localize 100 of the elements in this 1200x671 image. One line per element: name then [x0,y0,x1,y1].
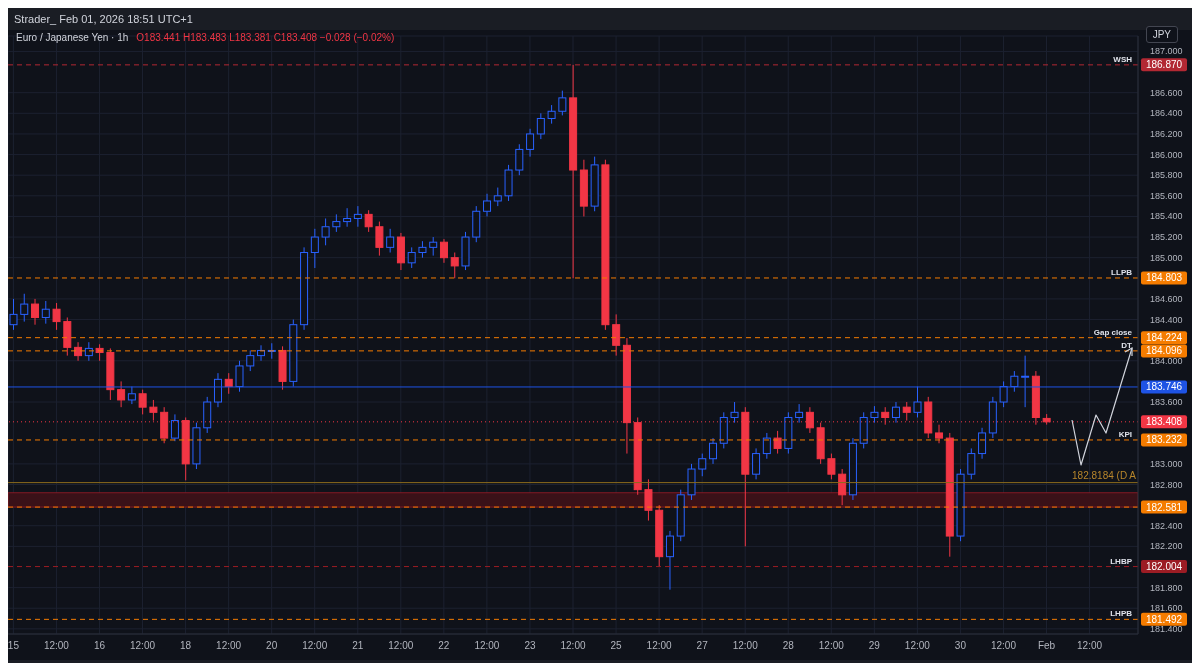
candlestick [41,300,50,325]
x-tick-label: 29 [868,640,881,652]
candlestick [450,252,459,279]
annotation: Gap close [1093,327,1133,337]
annotation: KPI [1118,429,1132,439]
candlestick [838,468,847,506]
chart-title: Euro / Japanese Yen · 1h [16,32,129,43]
y-tick-label: 184.400 [1150,314,1183,325]
candlestick [364,209,373,233]
candlestick [1010,370,1019,393]
x-tick-label: 20 [266,640,278,652]
y-tick-label: 181.400 [1150,623,1183,634]
x-tick-label: Feb [1037,640,1056,652]
y-tick-label: 182.200 [1150,541,1183,552]
y-tick-label: 187.000 [1150,46,1183,57]
x-tick-label: 18 [180,640,192,652]
candlestick [321,217,330,246]
x-tick-label: 15 [7,640,20,652]
x-tick-label: 12:00 [560,640,586,652]
y-tick-label: 186.200 [1150,128,1183,139]
candlestick [902,401,911,422]
candlestick [698,453,707,477]
y-tick-label: 184.000 [1150,355,1183,366]
candlestick [730,401,739,424]
y-tick-label: 184.600 [1150,293,1183,304]
annotation: DT [1121,340,1133,350]
annotation: LHPB [1110,609,1133,619]
x-tick-label: 30 [954,640,967,652]
x-tick-label: 12:00 [43,640,70,652]
y-tick-label: 185.000 [1150,252,1183,263]
candlestick [310,228,319,269]
ref-line-label: 184.803 [1145,272,1183,284]
y-tick-label: 185.800 [1150,170,1183,181]
ref-line-label: 184.224 [1145,332,1183,344]
y-tick-label: 185.400 [1150,211,1183,222]
candlestick [117,380,126,408]
candlestick [343,207,352,228]
candlestick [827,453,836,480]
candlestick [536,112,545,140]
candlestick [235,360,244,393]
ref-line-label: 186.870 [1145,59,1183,71]
x-tick-label: 21 [352,640,364,652]
candlestick [752,447,761,480]
candlestick [386,228,395,254]
x-tick-label: 12:00 [474,640,500,652]
candlestick [558,90,567,116]
candlestick [913,386,922,418]
x-tick-label: 12:00 [1077,640,1103,652]
x-tick-label: 16 [93,640,106,652]
candlestick [999,380,1008,408]
ref-line-label: 182.581 [1145,501,1183,513]
candlestick [665,530,674,591]
candlestick [547,104,556,125]
x-tick-label: 12:00 [302,640,328,652]
candlestick [375,221,384,257]
y-tick-label: 182.800 [1150,479,1183,490]
x-tick-label: 22 [438,640,450,652]
y-tick-label: 185.600 [1150,190,1183,201]
candlestick [353,205,362,228]
candlestick [1021,355,1030,408]
chart-subtitle: O183.441 H183.483 L183.381 C183.408 −0.028 (−0.02%) [136,32,395,43]
y-tick-label: 181.600 [1150,603,1183,614]
ref-line-label: 184.096 [1145,345,1183,357]
ref-line-label: 183.746 [1145,381,1183,393]
candlestick [612,313,621,357]
annotation: WSH [1113,54,1133,64]
y-tick-label: 181.800 [1150,582,1183,593]
y-tick-label: 186.400 [1150,108,1183,119]
candlestick [493,187,502,207]
candlestick [709,437,718,465]
y-tick-label: 185.200 [1150,232,1183,243]
ref-line-label: 183.232 [1145,434,1183,446]
x-tick-label: 12:00 [732,640,759,652]
x-tick-label: 12:00 [990,640,1017,652]
annotation: 182.8184 (D A [1072,469,1137,481]
ref-line-label: 181.492 [1145,613,1183,625]
candlestick [439,238,448,264]
x-tick-label: 12:00 [216,640,242,652]
x-tick-label: 12:00 [904,640,931,652]
candlestick [644,478,653,522]
annotation: LLPB [1111,267,1133,277]
ref-line-label: 183.408 [1145,416,1183,428]
y-tick-label: 183.000 [1150,458,1183,469]
x-tick-label: 28 [782,640,795,652]
text: JPY [1145,26,1178,43]
text: Strader_ Feb 01, 2026 18:51 UTC+1 [13,12,194,27]
x-tick-label: 25 [610,640,623,652]
y-tick-label: 186.000 [1150,149,1183,160]
candlestick [515,143,524,176]
candlestick [246,349,255,372]
candlestick [795,403,804,424]
candlestick [483,193,492,217]
candlestick [762,432,771,460]
x-tick-label: 27 [696,640,709,652]
candlestick [967,447,976,480]
candlestick [891,401,900,424]
y-tick-label: 186.600 [1150,87,1183,98]
annotation: LHBP [1110,556,1133,566]
candlestick [526,128,535,158]
candlestick [52,302,61,331]
